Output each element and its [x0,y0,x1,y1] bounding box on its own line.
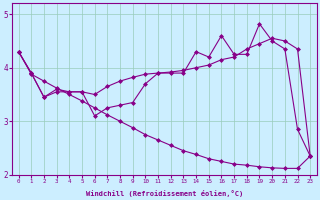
X-axis label: Windchill (Refroidissement éolien,°C): Windchill (Refroidissement éolien,°C) [86,190,243,197]
